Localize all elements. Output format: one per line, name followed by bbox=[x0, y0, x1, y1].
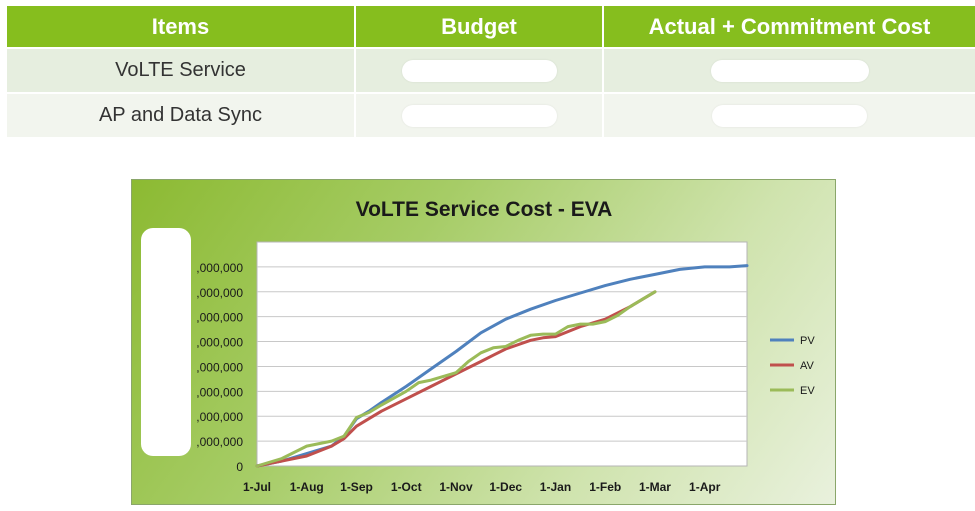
x-tick-label: 1-Jul bbox=[243, 480, 271, 494]
y-tick-label: ,000,000 bbox=[196, 410, 243, 424]
y-tick-label: ,000,000 bbox=[196, 385, 243, 399]
row-item-volte-service: VoLTE Service bbox=[7, 49, 354, 92]
y-tick-label: ,000,000 bbox=[196, 261, 243, 275]
y-axis-tick-labels: ,000,000 ,000,000 ,000,000 ,000,000 ,000,000… bbox=[196, 261, 243, 474]
x-tick-label: 1-Jan bbox=[540, 480, 571, 494]
header-budget: Budget bbox=[356, 6, 602, 47]
chart-title: VoLTE Service Cost - EVA bbox=[356, 198, 613, 221]
x-tick-label: 1-Mar bbox=[639, 480, 671, 494]
x-tick-label: 1-Apr bbox=[689, 480, 721, 494]
redacted-value bbox=[401, 104, 557, 127]
x-tick-label: 1-Aug bbox=[290, 480, 324, 494]
y-tick-label: ,000,000 bbox=[196, 286, 243, 300]
x-tick-label: 1-Nov bbox=[439, 480, 473, 494]
x-axis-tick-labels: 1-Jul 1-Aug 1-Sep 1-Oct 1-Nov 1-Dec 1-Jan 1-Feb… bbox=[243, 480, 721, 494]
redacted-value bbox=[710, 59, 869, 82]
legend: PV AV EV bbox=[770, 335, 815, 397]
x-tick-label: 1-Dec bbox=[489, 480, 522, 494]
actual-cell-volte bbox=[604, 49, 975, 92]
eva-line-chart: VoLTE Service Cost - EVA ,000,000,000,00… bbox=[196, 198, 815, 494]
budget-cell-ap bbox=[356, 94, 602, 137]
legend-label-ev: EV bbox=[800, 385, 815, 397]
summary-table: Items Budget Actual + Commitment Cost Vo… bbox=[7, 6, 975, 137]
budget-cell-volte bbox=[356, 49, 602, 92]
row-item-ap-data-sync: AP and Data Sync bbox=[7, 94, 354, 137]
gridlines bbox=[257, 266, 747, 442]
redacted-value bbox=[712, 104, 867, 127]
x-tick-label: 1-Oct bbox=[391, 480, 422, 494]
y-tick-label: 0 bbox=[236, 460, 243, 474]
y-tick-label: ,000,000 bbox=[196, 336, 243, 350]
legend-label-pv: PV bbox=[800, 335, 815, 347]
redacted-value bbox=[401, 59, 557, 82]
redacted-axis-labels bbox=[141, 228, 191, 456]
legend-label-av: AV bbox=[800, 360, 815, 372]
x-tick-label: 1-Sep bbox=[340, 480, 373, 494]
header-items: Items bbox=[7, 6, 354, 47]
y-tick-label: ,000,000 bbox=[196, 360, 243, 374]
y-tick-label: ,000,000 bbox=[196, 311, 243, 325]
series-lines bbox=[255, 264, 749, 468]
series-line-ev bbox=[255, 290, 657, 468]
header-actual-commitment-cost: Actual + Commitment Cost bbox=[604, 6, 975, 47]
chart-panel: VoLTE Service Cost - EVA ,000,000,000,00… bbox=[131, 179, 836, 505]
y-tick-label: ,000,000 bbox=[196, 435, 243, 449]
actual-cell-ap bbox=[604, 94, 975, 137]
plot-area bbox=[256, 241, 748, 467]
x-tick-label: 1-Feb bbox=[589, 480, 621, 494]
